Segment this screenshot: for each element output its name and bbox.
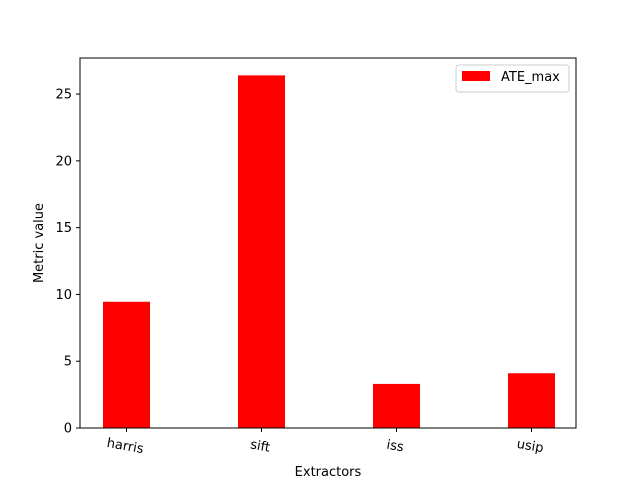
- bar-iss: [373, 383, 420, 428]
- y-tick-label: 25: [55, 88, 72, 103]
- bar-sift: [238, 75, 285, 428]
- legend-label: ATE_max: [501, 70, 560, 85]
- plot-frame: [79, 57, 577, 429]
- bar-harris: [103, 301, 150, 428]
- y-axis-ticks: 0 5 10 15 20 25: [55, 88, 80, 437]
- y-axis-label: Metric value: [32, 203, 47, 283]
- x-tick-label-sift: sift: [249, 437, 271, 455]
- x-axis-label: Extractors: [295, 465, 362, 480]
- x-axis-ticks: harris sift iss usip: [106, 428, 545, 457]
- x-tick-label-iss: iss: [385, 438, 405, 456]
- y-tick-label: 5: [64, 355, 72, 370]
- legend: ATE_max: [455, 64, 570, 93]
- y-tick-label: 10: [55, 288, 72, 303]
- y-tick-label: 20: [55, 154, 72, 169]
- y-tick-label: 15: [55, 221, 72, 236]
- bars-layer: [103, 75, 555, 428]
- legend-swatch: [462, 71, 490, 81]
- bar-usip: [508, 373, 555, 428]
- x-tick-label-usip: usip: [516, 437, 545, 456]
- x-tick-label-harris: harris: [106, 436, 145, 457]
- y-tick-label: 0: [64, 422, 72, 437]
